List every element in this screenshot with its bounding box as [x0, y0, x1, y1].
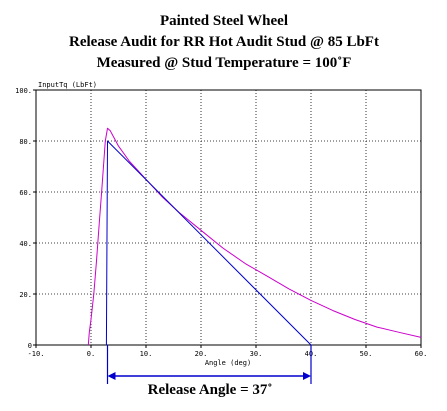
y-tick-label: 60. — [19, 189, 32, 197]
data-series — [87, 127, 422, 346]
x-tick-label: 10. — [140, 350, 153, 358]
release-angle-annotation — [106, 345, 312, 384]
y-tick-label: 100. — [15, 87, 32, 95]
x-tick-label: 50. — [360, 350, 373, 358]
x-tick-label: 30. — [250, 350, 263, 358]
x-tick-label: -10. — [28, 350, 45, 358]
y-axis-label: InputTq (LbFt) — [38, 81, 97, 89]
y-tick-label: 0 — [28, 342, 32, 350]
y-tick-label: 80. — [19, 138, 32, 146]
x-tick-label: 0. — [87, 350, 95, 358]
title-line-3: Measured @ Stud Temperature = 100˚F — [97, 55, 352, 71]
release-angle-label: Release Angle = 37˚ — [148, 382, 273, 398]
x-tick-label: 20. — [195, 350, 208, 358]
annotation-left-arrowhead — [107, 372, 116, 380]
title-line-1: Painted Steel Wheel — [160, 13, 288, 29]
plot-area — [35, 89, 422, 346]
x-tick-label: 60. — [415, 350, 428, 358]
y-tick-label: 40. — [19, 240, 32, 248]
grid-lines — [36, 90, 421, 345]
annotation-right-arrowhead — [303, 372, 311, 380]
title-line-2: Release Audit for RR Hot Audit Stud @ 85… — [69, 34, 379, 50]
x-axis-label: Angle (deg) — [205, 359, 251, 367]
y-tick-label: 20. — [19, 291, 32, 299]
chart-title: Painted Steel Wheel Release Audit for RR… — [69, 13, 379, 71]
release-angle-triangle — [105, 140, 312, 346]
